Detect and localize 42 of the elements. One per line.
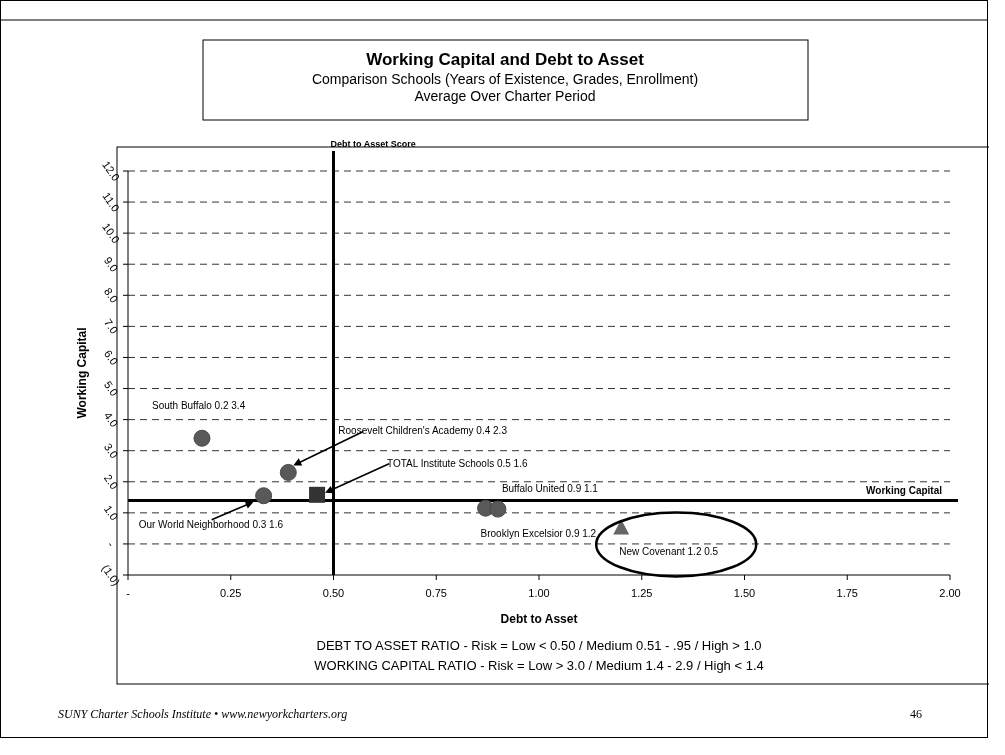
annotation: TOTAL Institute Schools 0.5 1.6 bbox=[387, 457, 528, 469]
point bbox=[489, 500, 507, 518]
annotation: South Buffalo 0.2 3.4 bbox=[151, 400, 246, 412]
chart-subtitle: Comparison Schools (Years of Existence, Grades, Enrollment) Average Over Charter Period bbox=[311, 71, 699, 104]
x-tick-label: 2.00 bbox=[939, 587, 961, 599]
y-tick-label: - bbox=[105, 538, 118, 550]
y-tick-label: 9.0 bbox=[101, 254, 121, 274]
x-tick-label: 0.25 bbox=[220, 587, 242, 599]
y-tick-label: 1.0 bbox=[101, 503, 121, 523]
y-tick-label: 6.0 bbox=[101, 347, 121, 368]
y-axis-title: Working Capital bbox=[75, 327, 89, 419]
y-tick-label: 3.0 bbox=[101, 440, 121, 461]
x-tick-label: 1.25 bbox=[631, 587, 653, 599]
y-tick-label: 5.0 bbox=[101, 378, 121, 399]
x-tick-label: - bbox=[126, 587, 131, 599]
x-tick-label: 1.00 bbox=[528, 587, 550, 599]
point bbox=[193, 429, 211, 447]
x-tick-label: 1.75 bbox=[836, 587, 858, 599]
point bbox=[309, 486, 326, 503]
text: DEBT TO ASSET RATIO - Risk = Low < 0.50 / Medium 0.51 - .95 / High > 1.0 bbox=[316, 638, 762, 653]
point bbox=[255, 487, 273, 505]
chart-title: Working Capital and Debt to Asset bbox=[366, 50, 645, 69]
ref-line-label: Working Capital bbox=[866, 485, 943, 497]
annotation: Buffalo United 0.9 1.1 bbox=[501, 483, 599, 495]
annotation: Our World Neighborhood 0.3 1.6 bbox=[138, 518, 284, 530]
point bbox=[613, 519, 630, 535]
text: 46 bbox=[910, 707, 922, 721]
text: SUNY Charter Schools Institute • www.newyorkcharters.org bbox=[58, 707, 348, 721]
point bbox=[279, 463, 297, 481]
x-tick-label: 0.50 bbox=[322, 587, 345, 599]
ref-line-label: Debt to Asset Score bbox=[330, 139, 416, 149]
y-tick-label: 7.0 bbox=[101, 316, 121, 337]
x-tick-label: 0.75 bbox=[425, 587, 447, 599]
annotation: Brooklyn Excelsior 0.9 1.2 bbox=[480, 528, 597, 540]
y-tick-label: 4.0 bbox=[101, 409, 121, 430]
annotation: New Covenant 1.2 0.5 bbox=[619, 546, 719, 558]
y-tick-label: 8.0 bbox=[101, 285, 121, 305]
x-tick-label: 1.50 bbox=[733, 587, 756, 599]
text: WORKING CAPITAL RATIO - Risk = Low > 3.0 / Medium 1.4 - 2.9 / High < 1.4 bbox=[314, 658, 764, 673]
y-tick-label: 2.0 bbox=[101, 471, 121, 492]
x-axis-title: Debt to Asset bbox=[500, 612, 578, 626]
annotation: Roosevelt Children's Academy 0.4 2.3 bbox=[338, 425, 508, 437]
